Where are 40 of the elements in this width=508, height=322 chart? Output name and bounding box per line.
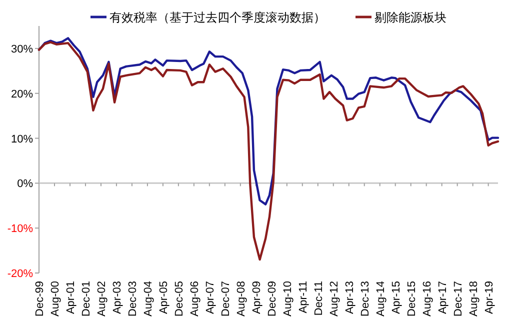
y-tick-label: 10% — [10, 133, 34, 146]
x-tick-label: Aug-14 — [374, 281, 387, 316]
x-tick-label: Dec-99 — [34, 281, 46, 316]
y-tick-label: 30% — [10, 43, 34, 56]
x-tick-label: Apr-01 — [64, 281, 77, 314]
legend-label: 有效税率（基于过去四个季度滚动数据） — [110, 10, 326, 24]
line-series — [38, 41, 500, 261]
x-tick-label: Apr-13 — [344, 281, 356, 314]
x-tick-label: Dec-13 — [359, 281, 372, 316]
x-tick-label: Dec-11 — [312, 281, 325, 316]
x-tick-label: Aug-16 — [421, 281, 434, 316]
x-tick-label: Aug-08 — [235, 281, 248, 316]
x-tick-label: Aug-06 — [188, 281, 201, 316]
y-tick-label: -10% — [7, 223, 34, 236]
x-tick-label: Apr-17 — [436, 281, 449, 314]
y-tick-label: 0% — [17, 178, 34, 190]
x-tick-label: Dec-17 — [452, 281, 464, 316]
x-tick-label: Dec-07 — [220, 281, 232, 316]
line-series — [38, 37, 500, 206]
x-tick-label: Apr-19 — [483, 281, 496, 314]
y-tick-label: 20% — [10, 88, 34, 100]
x-tick-label: Dec-15 — [406, 281, 418, 316]
x-tick-label: Apr-07 — [204, 281, 216, 314]
x-tick-label: Aug-04 — [142, 281, 154, 316]
x-tick-label: Dec-03 — [126, 281, 139, 316]
legend-label: 剔除能源板块 — [374, 10, 446, 24]
x-tick-label: Dec-05 — [173, 281, 186, 316]
y-tick-label: -20% — [7, 268, 34, 280]
x-tick-label: Apr-03 — [111, 281, 124, 314]
x-tick-label: Aug-02 — [96, 281, 108, 316]
x-tick-label: Dec-01 — [80, 281, 92, 316]
x-tick-label: Dec-09 — [266, 281, 278, 316]
x-tick-label: Aug-12 — [328, 281, 340, 316]
x-tick-label: Aug-00 — [49, 281, 62, 316]
x-tick-label: Apr-15 — [390, 281, 402, 314]
x-tick-label: Apr-11 — [297, 281, 310, 314]
x-tick-label: Apr-09 — [250, 281, 263, 314]
x-tick-label: Apr-05 — [158, 281, 170, 314]
x-tick-label: Aug-18 — [468, 281, 480, 316]
x-tick-label: Aug-10 — [282, 281, 294, 316]
